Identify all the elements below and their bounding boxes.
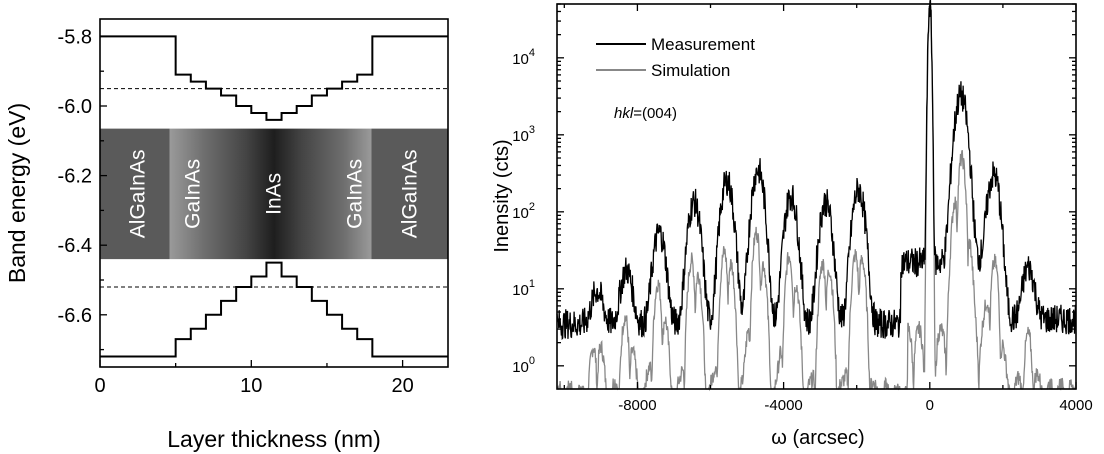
right-x-tick-label: 0 [926, 397, 934, 414]
right-y-tick-exponent: 1 [529, 278, 535, 290]
series-line-simulation [556, 1, 1076, 392]
valence-band-line [100, 261, 448, 358]
right-y-tick-label: 102 [512, 201, 535, 222]
right-y-tick-exponent: 3 [529, 124, 535, 136]
right-y-tick-label: 103 [512, 124, 535, 145]
left-y-tick-label: -6.0 [58, 96, 92, 118]
right-y-tick-exponent: 4 [529, 47, 535, 59]
right-y-tick-exponent: 2 [529, 201, 535, 213]
layer-label-inas: InAs [263, 173, 286, 215]
right-y-tick-label: 101 [512, 278, 535, 299]
right-x-tick-label: 4000 [1059, 397, 1092, 414]
layer-stack-band [100, 128, 448, 260]
left-x-tick-label: 20 [391, 375, 413, 397]
hkl-annotation-value: =(004) [633, 105, 677, 122]
left-y-tick-label: -6.2 [58, 166, 92, 188]
layer-label-algainas: AlGaInAs [126, 150, 149, 239]
layer-label-gainas: GaInAs [182, 159, 205, 229]
right-y-axis-label: Inensity (cts) [491, 139, 513, 252]
left-y-tick-label: -6.6 [58, 305, 92, 327]
right-x-axis-label: ω (arcsec) [771, 427, 864, 449]
band-diagram-panel: AlGaInAs GaInAs InAs GaInAs AlGaInAs 0 10 20 -5… [4, 18, 449, 452]
right-x-tick-label: -8000 [618, 397, 656, 414]
legend: Measurement Simulation [596, 35, 755, 80]
left-x-tick-label: 0 [94, 375, 105, 397]
series-line-measurement [556, 0, 1077, 341]
legend-label-measurement: Measurement [651, 35, 755, 54]
layer-label-algainas: AlGaInAs [399, 150, 422, 239]
layer-label-gainas: GaInAs [343, 159, 366, 229]
left-y-tick-label: -5.8 [58, 26, 92, 48]
left-x-axis-label: Layer thickness (nm) [167, 426, 380, 452]
left-plot-frame [99, 18, 449, 368]
right-plot-frame [556, 3, 1077, 390]
left-y-axis-label: Band energy (eV) [4, 103, 30, 283]
conduction-band-line [100, 35, 448, 121]
hkl-annotation-italic: hkl [614, 105, 634, 122]
right-x-tick-label: -4000 [764, 397, 802, 414]
legend-label-simulation: Simulation [651, 61, 730, 80]
right-y-tick-label: 104 [512, 47, 535, 68]
left-x-tick-label: 10 [240, 375, 262, 397]
right-y-tick-exponent: 0 [529, 355, 535, 367]
hkl-annotation: hkl=(004) [614, 105, 677, 122]
left-y-tick-label: -6.4 [58, 235, 92, 257]
right-y-tick-label: 100 [512, 355, 535, 376]
